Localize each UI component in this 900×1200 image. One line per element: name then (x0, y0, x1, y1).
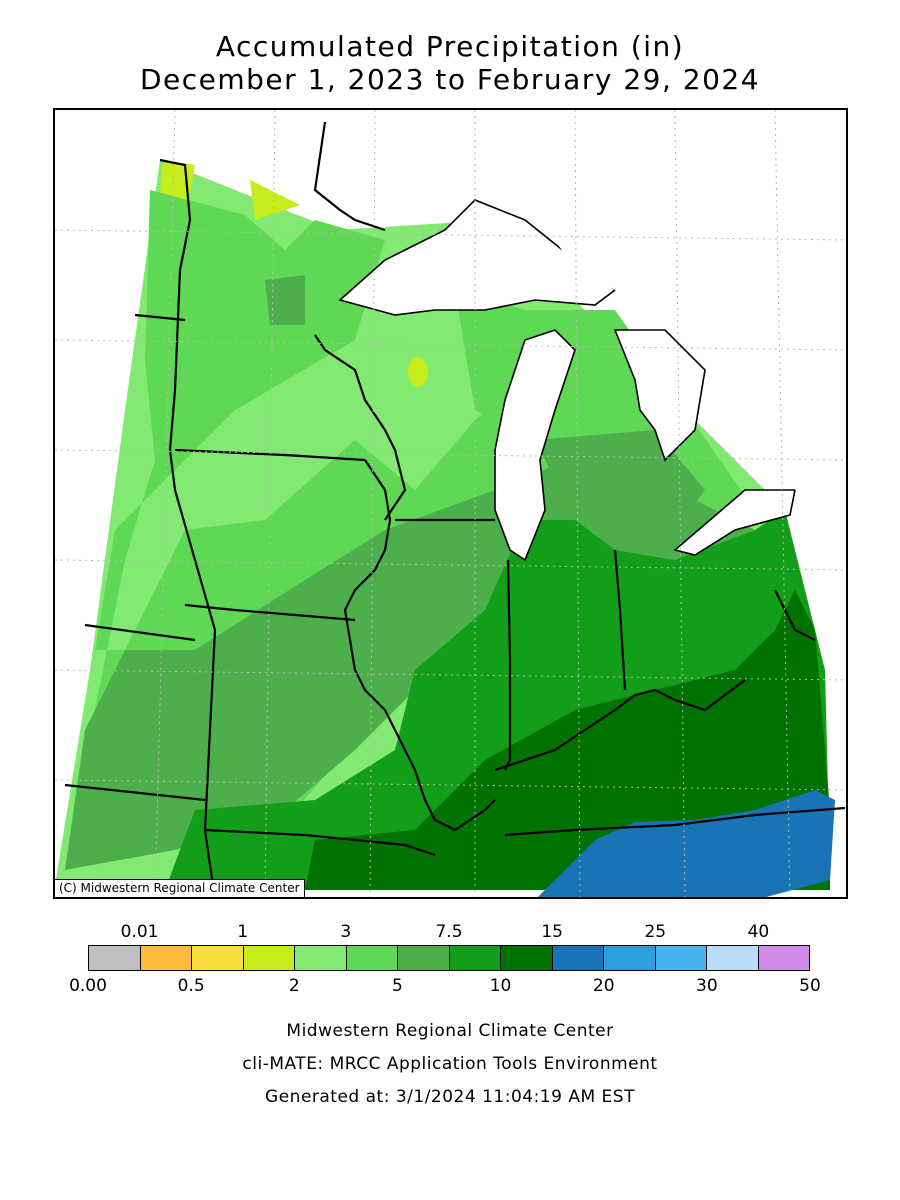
lake-huron (613, 329, 706, 462)
legend-top-label: 25 (644, 922, 667, 942)
legend-swatch (243, 946, 295, 970)
zone-20-25 (538, 790, 835, 897)
lake-erie (673, 489, 796, 556)
legend-top-label: 7.5 (435, 922, 463, 942)
footer-tool: cli-MATE: MRCC Application Tools Environ… (242, 1054, 658, 1074)
legend-swatch (346, 946, 398, 970)
legend-swatch (758, 946, 809, 970)
legend-swatch (295, 946, 347, 970)
legend-bottom-label: 10 (489, 976, 512, 996)
copyright-label: (C) Midwestern Regional Climate Center (55, 879, 305, 897)
color-legend (88, 945, 810, 971)
legend-swatch (449, 946, 501, 970)
zone-15-20 (305, 590, 830, 890)
legend-bottom-label: 20 (592, 976, 615, 996)
legend-bottom-label: 5 (392, 976, 403, 996)
canada-no-data (160, 110, 846, 490)
legend-top-label: 15 (541, 922, 563, 942)
map-title: Accumulated Precipitation (in) (215, 30, 685, 63)
zone-7-10-north (265, 275, 305, 325)
map-canvas (55, 110, 846, 897)
legend-bottom-label: 0.5 (177, 976, 205, 996)
legend-top-label: 1 (237, 922, 249, 942)
legend-swatch (140, 946, 192, 970)
legend-top-label: 40 (747, 922, 770, 942)
legend-bottom-label: 0.00 (69, 976, 107, 996)
legend-swatch (398, 946, 450, 970)
legend-swatch (552, 946, 604, 970)
legend-bottom-label: 30 (696, 976, 718, 996)
legend-swatch (501, 946, 553, 970)
legend-swatch (655, 946, 707, 970)
low-precip-spot-wi (408, 357, 428, 387)
legend-bottom-label: 50 (799, 976, 821, 996)
legend-swatch (707, 946, 759, 970)
legend-top-label: 3 (340, 922, 352, 942)
low-precip-area-north (250, 180, 300, 220)
legend-swatch (192, 946, 244, 970)
footer-generated: Generated at: 3/1/2024 11:04:19 AM EST (265, 1087, 635, 1107)
lat-long-grid (55, 110, 846, 897)
legend-bottom-label: 2 (288, 976, 300, 996)
map-date-range: December 1, 2023 to February 29, 2024 (139, 63, 761, 96)
precipitation-map: (C) Midwestern Regional Climate Center (53, 108, 848, 899)
legend-top-label: 0.01 (120, 922, 159, 942)
footer-org: Midwestern Regional Climate Center (286, 1021, 614, 1041)
legend-swatch (604, 946, 656, 970)
legend-swatch (89, 946, 141, 970)
